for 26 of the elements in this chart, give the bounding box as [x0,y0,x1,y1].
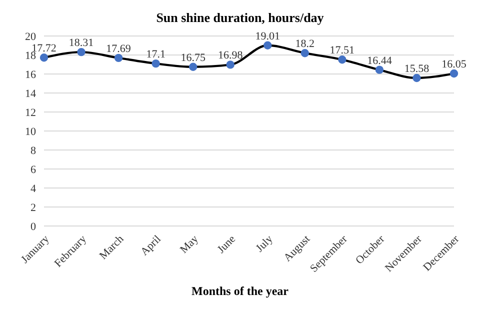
data-label: 16.75 [180,52,206,64]
data-label: 15.58 [404,62,430,75]
y-tick-label: 4 [30,182,36,195]
y-tick-label: 2 [30,202,36,214]
y-tick-label: 12 [25,106,36,119]
y-tick-label: 14 [25,88,36,100]
x-axis-title: Months of the year [190,284,290,299]
chart-title: Sun shine duration, hours/day [155,9,325,27]
data-label: 16.98 [218,50,244,62]
y-tick-label: 20 [25,30,36,43]
data-label: 17.1 [146,48,166,61]
y-tick-label: 6 [30,164,36,176]
y-tick-label: 8 [30,144,36,157]
x-tick-label: May [178,232,202,256]
y-tick-label: 16 [25,68,36,81]
y-tick-label: 0 [30,220,36,233]
data-label: 19.01 [255,30,280,42]
x-tick-label: July [254,232,276,255]
data-label: 18.31 [68,37,94,50]
data-label: 16.44 [367,54,392,67]
data-label: 16.05 [442,58,467,71]
x-tick-label: June [215,233,238,256]
data-label: 17.69 [106,42,132,55]
y-tick-label: 10 [25,126,36,138]
data-label: 17.51 [330,44,355,57]
data-label: 18.2 [295,38,315,50]
